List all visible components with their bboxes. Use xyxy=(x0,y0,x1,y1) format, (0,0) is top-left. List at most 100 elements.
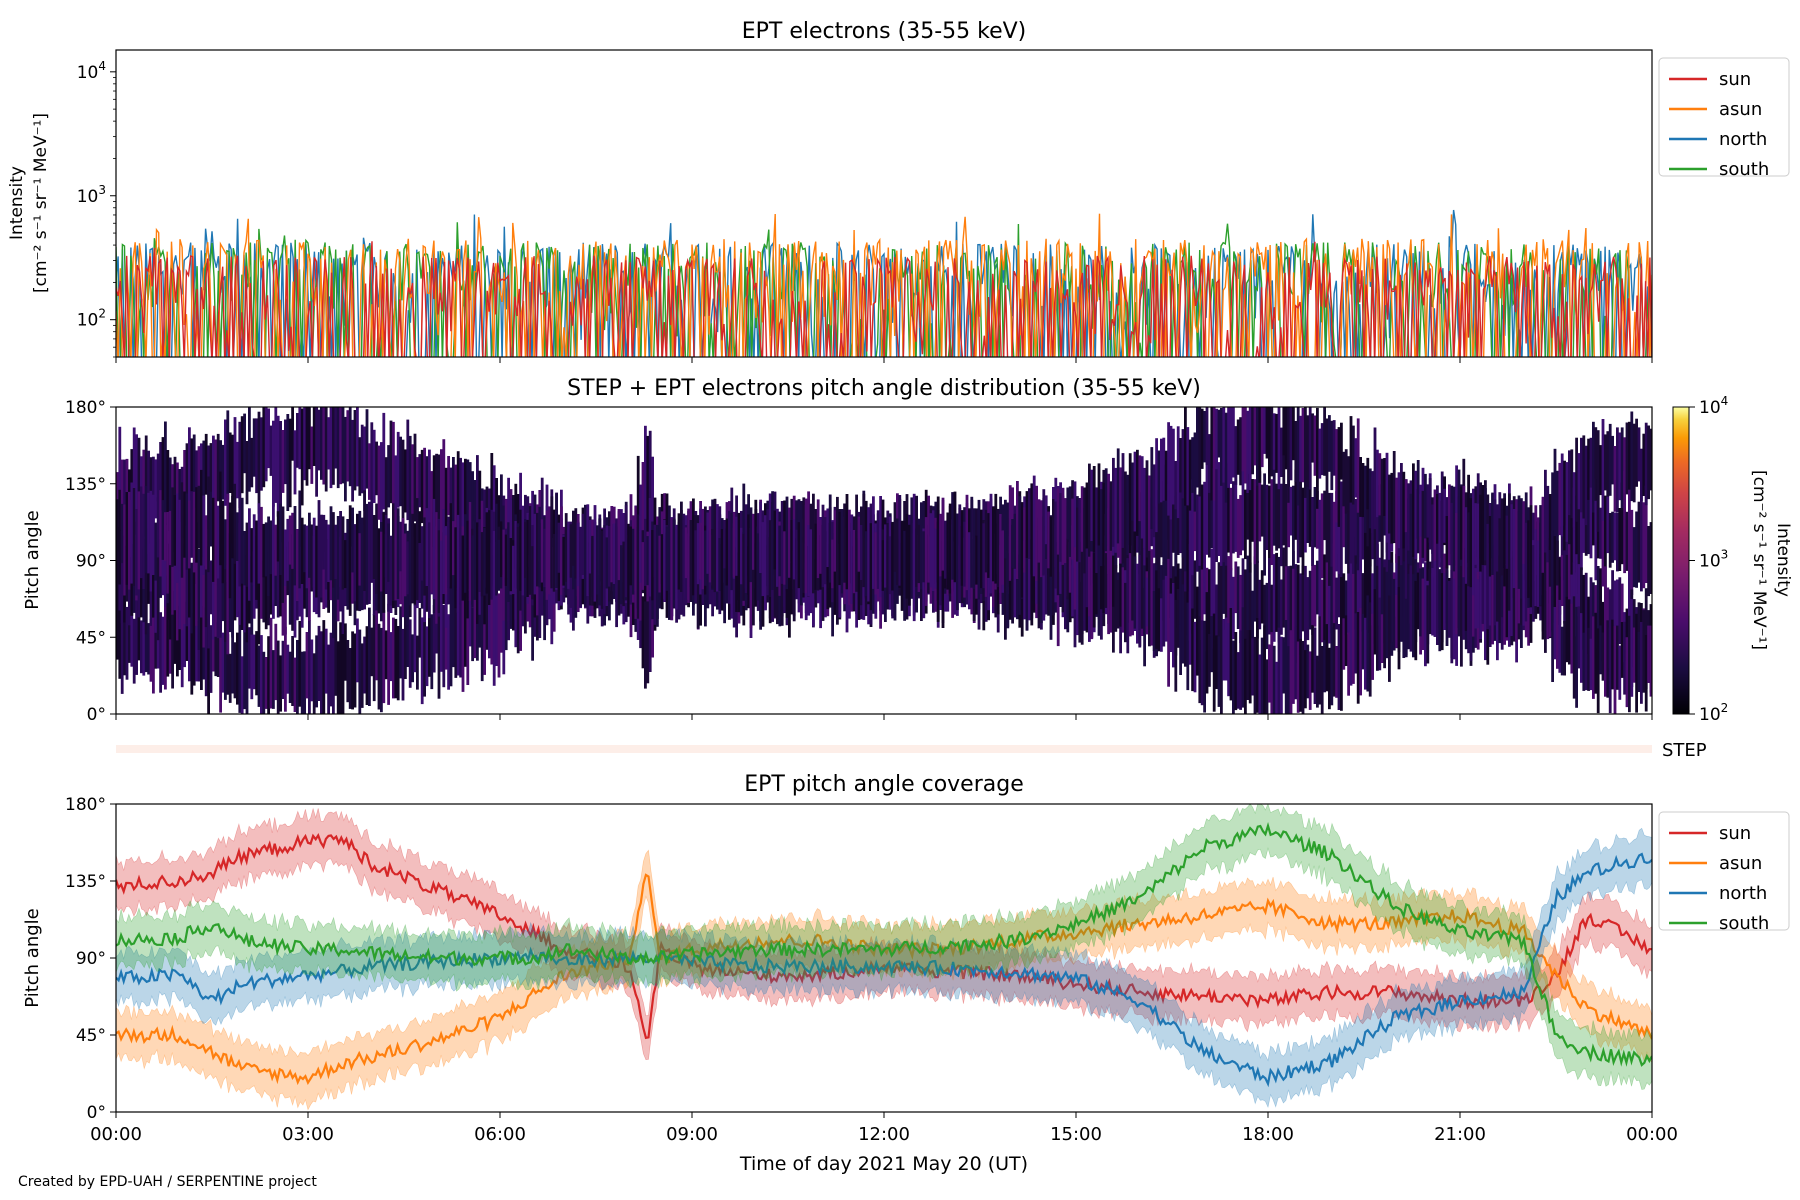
heatmap-cell xyxy=(500,474,503,555)
heatmap-cell xyxy=(1476,503,1480,572)
heatmap-cell xyxy=(1160,438,1163,503)
y-tick-label: 104 xyxy=(77,59,106,83)
heatmap-cell xyxy=(1311,625,1314,693)
heatmap-cell xyxy=(154,617,158,669)
heatmap-cell xyxy=(1426,585,1430,664)
heatmap-cell xyxy=(1220,626,1223,714)
heatmap-cell xyxy=(965,494,969,591)
heatmap-cell xyxy=(1359,607,1362,696)
heatmap-cell xyxy=(351,507,354,573)
heatmap-cell xyxy=(476,600,479,661)
heatmap-cell xyxy=(1323,490,1326,541)
heatmap-cell xyxy=(411,444,414,523)
heatmap-cell xyxy=(1493,499,1497,600)
heatmap-cell xyxy=(1136,449,1139,536)
heatmap-cell xyxy=(701,508,705,590)
heatmap-cell xyxy=(1616,625,1619,690)
heatmap-cell xyxy=(869,523,873,611)
heatmap-cell xyxy=(1160,483,1163,558)
heatmap-cell xyxy=(1287,646,1290,714)
heatmap-cell xyxy=(1071,525,1074,617)
heatmap-cell xyxy=(1474,503,1478,565)
heatmap-cell xyxy=(1292,485,1295,569)
heatmap-cell xyxy=(1520,498,1523,599)
heatmap-cell xyxy=(476,522,479,624)
heatmap-cell xyxy=(1560,526,1564,577)
heatmap-cell xyxy=(1407,483,1410,551)
heatmap-cell xyxy=(759,502,762,573)
heatmap-cell xyxy=(905,513,909,599)
heatmap-cell xyxy=(1313,487,1317,548)
heatmap-cell xyxy=(332,539,335,639)
heatmap-cell xyxy=(1256,618,1259,713)
heatmap-cell xyxy=(1191,437,1194,493)
heatmap-cell xyxy=(1474,568,1478,629)
heatmap-cell xyxy=(1601,601,1605,662)
heatmap-cell xyxy=(1532,545,1535,616)
heatmap-cell xyxy=(932,510,935,591)
heatmap-cell xyxy=(1570,603,1574,674)
heatmap-cell xyxy=(490,453,494,547)
heatmap-cell xyxy=(192,558,196,638)
heatmap-cell xyxy=(1388,554,1391,615)
heatmap-cell xyxy=(1275,413,1278,473)
heatmap-cell xyxy=(1232,576,1235,640)
heatmap-cell xyxy=(1304,461,1307,553)
heatmap-cell xyxy=(483,579,486,675)
heatmap-cell xyxy=(1332,420,1336,476)
heatmap-cell xyxy=(1412,463,1415,557)
heatmap-cell xyxy=(188,500,191,569)
heatmap-cell xyxy=(1205,592,1209,694)
heatmap-cell xyxy=(1016,481,1019,579)
heatmap-cell xyxy=(291,407,294,461)
heatmap-cell xyxy=(1308,407,1312,490)
heatmap-cell xyxy=(476,455,479,539)
heatmap-cell xyxy=(692,498,695,596)
heatmap-cell xyxy=(1220,480,1223,566)
heatmap-cell xyxy=(245,441,249,505)
heatmap-cell xyxy=(915,495,918,587)
heatmap-cell xyxy=(1131,569,1134,621)
heatmap-cell xyxy=(1198,491,1202,566)
heatmap-cell xyxy=(176,618,179,677)
heatmap-cell xyxy=(1229,407,1233,484)
heatmap-cell xyxy=(569,524,573,578)
heatmap-cell xyxy=(1169,553,1173,619)
heatmap-cell xyxy=(1448,580,1451,638)
heatmap-cell xyxy=(399,521,402,572)
heatmap-cell xyxy=(1448,513,1451,566)
heatmap-cell xyxy=(531,558,534,661)
heatmap-cell xyxy=(281,506,285,603)
heatmap-cell xyxy=(406,419,410,521)
heatmap-cell xyxy=(1304,407,1307,498)
heatmap-cell xyxy=(1637,427,1641,482)
heatmap-cell xyxy=(1356,612,1360,704)
heatmap-cell xyxy=(423,447,426,529)
heatmap-cell xyxy=(1498,518,1502,575)
heatmap-cell xyxy=(377,623,381,710)
heatmap-cell xyxy=(1335,577,1338,630)
heatmap-cell xyxy=(1635,613,1638,713)
heatmap-cell xyxy=(1335,646,1338,698)
heatmap-cell xyxy=(1179,568,1182,648)
heatmap-cell xyxy=(1299,638,1302,712)
heatmap-cell xyxy=(1342,618,1346,670)
heatmap-cell xyxy=(1558,599,1562,673)
heatmap-cell xyxy=(346,519,350,581)
heatmap-cell xyxy=(1200,484,1204,570)
heatmap-cell xyxy=(116,499,119,566)
heatmap-cell xyxy=(845,494,849,590)
heatmap-cell xyxy=(1572,562,1576,616)
heatmap-cell xyxy=(564,513,568,582)
heatmap-cell xyxy=(1277,407,1281,490)
heatmap-cell xyxy=(1102,543,1106,613)
x-tick-label: 00:00 xyxy=(1626,1124,1678,1145)
heatmap-cell xyxy=(987,513,990,578)
heatmap-cell xyxy=(202,495,206,575)
heatmap-cell xyxy=(1294,626,1298,700)
heatmap-cell xyxy=(963,521,966,587)
heatmap-cell xyxy=(776,520,779,587)
heatmap-cell xyxy=(872,496,875,589)
heatmap-cell xyxy=(430,471,434,519)
heatmap-cell xyxy=(1397,472,1401,549)
